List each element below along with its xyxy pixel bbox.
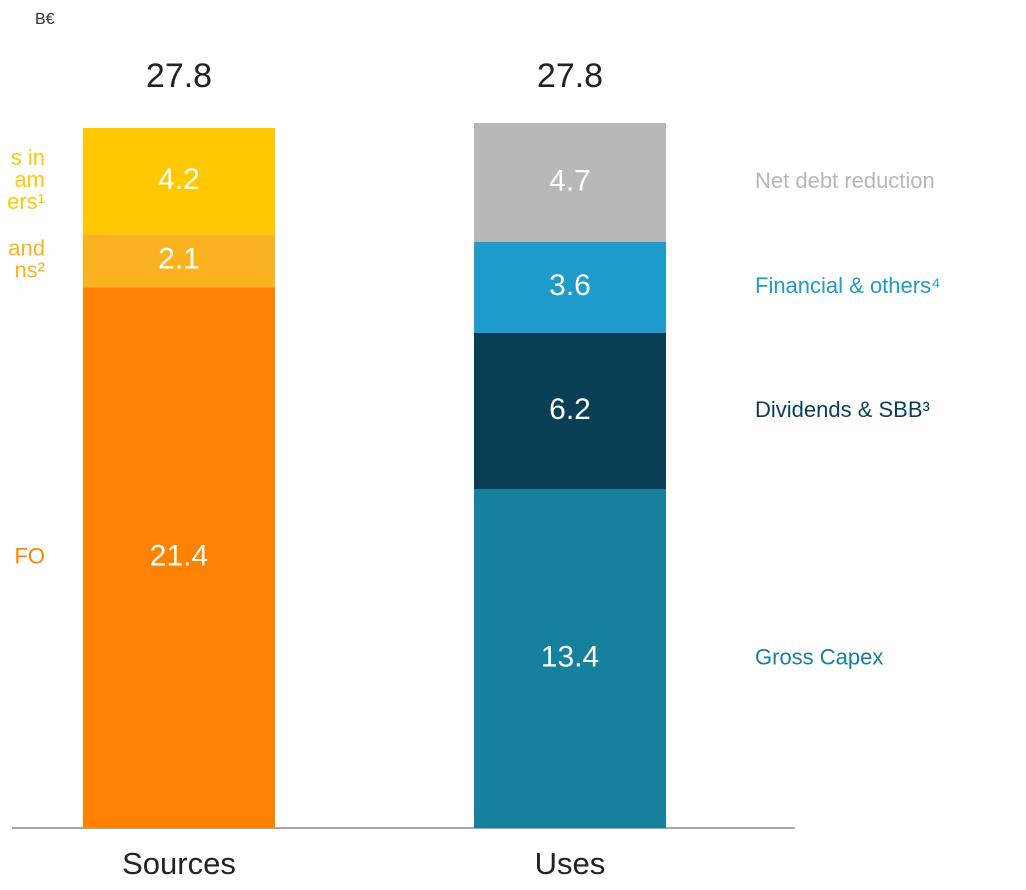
bar-segment (474, 123, 666, 242)
value-label: 4.2 (158, 163, 200, 196)
total-label: 27.8 (537, 57, 603, 95)
series-label: s in (11, 145, 45, 170)
bar-segment (83, 287, 275, 828)
bar-segment (474, 332, 666, 490)
value-label: 6.2 (549, 393, 591, 426)
series-label: Net debt reduction (755, 168, 935, 193)
value-label: 13.4 (541, 641, 599, 674)
category-label: Uses (535, 846, 606, 881)
value-label: 3.6 (549, 269, 591, 302)
bar-segment (474, 241, 666, 333)
series-label: and (8, 236, 45, 261)
series-label: ns² (14, 258, 45, 283)
unit-label: B€ (35, 11, 55, 28)
value-label: 2.1 (158, 243, 200, 276)
total-label: 27.8 (146, 57, 212, 95)
series-label: Gross Capex (755, 645, 883, 670)
category-label: Sources (122, 846, 236, 881)
bar-segment (83, 128, 275, 235)
value-label: 4.7 (549, 164, 591, 197)
bar-segment (474, 489, 666, 828)
series-label: FO (14, 543, 45, 568)
series-label: am (14, 167, 45, 192)
bar-segment (83, 234, 275, 288)
series-label: Financial & others⁴ (755, 273, 941, 298)
series-label: ers¹ (7, 189, 45, 214)
series-label: Dividends & SBB³ (755, 397, 930, 422)
value-label: 21.4 (150, 540, 208, 573)
